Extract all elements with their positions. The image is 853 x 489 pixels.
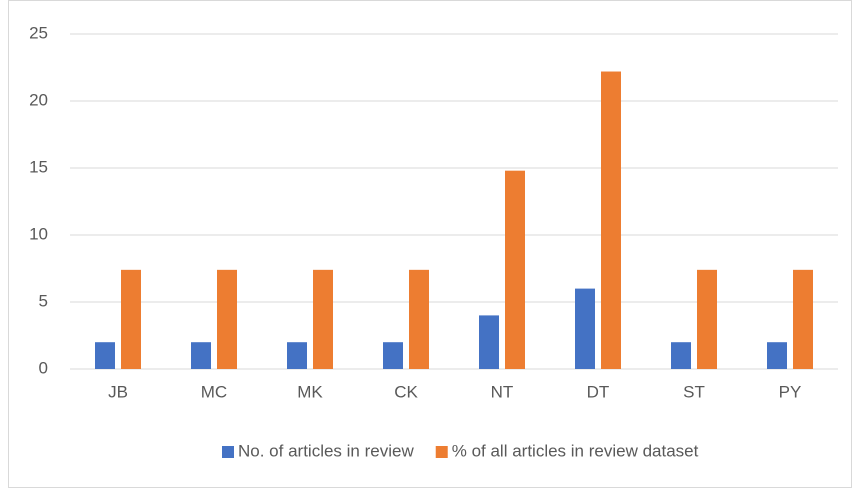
y-tick-label: 0 <box>39 358 48 377</box>
bar <box>287 342 307 369</box>
legend-swatch <box>222 446 234 458</box>
bar <box>121 269 141 369</box>
bar <box>313 269 333 369</box>
bar <box>671 342 691 369</box>
x-tick-label: CK <box>394 382 418 401</box>
x-tick-label: MK <box>297 382 323 401</box>
y-tick-label: 20 <box>29 90 48 109</box>
y-tick-label: 5 <box>39 291 48 310</box>
x-tick-label: PY <box>779 382 802 401</box>
x-tick-label: JB <box>108 382 128 401</box>
legend-label: No. of articles in review <box>238 441 414 460</box>
legend-label: % of all articles in review dataset <box>452 441 699 460</box>
chart-border <box>8 0 852 488</box>
bar <box>383 342 403 369</box>
x-tick-label: MC <box>201 382 227 401</box>
bar <box>697 269 717 369</box>
bar <box>95 342 115 369</box>
y-tick-label: 15 <box>29 157 48 176</box>
bar <box>409 269 429 369</box>
bar <box>793 269 813 369</box>
y-tick-label: 25 <box>29 23 48 42</box>
x-tick-label: NT <box>491 382 514 401</box>
bar <box>601 71 621 370</box>
bar <box>191 342 211 369</box>
bar <box>575 288 595 369</box>
y-tick-label: 10 <box>29 224 48 243</box>
x-tick-label: DT <box>587 382 610 401</box>
legend-swatch <box>435 446 448 458</box>
bar <box>767 342 787 369</box>
bar <box>505 170 525 369</box>
bar <box>217 269 237 369</box>
bar <box>479 315 499 369</box>
x-tick-label: ST <box>683 382 705 401</box>
